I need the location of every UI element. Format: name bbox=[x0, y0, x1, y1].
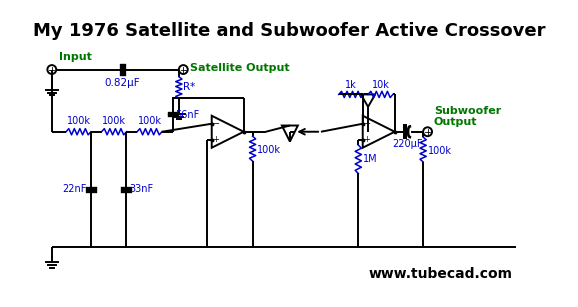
Text: 56nF: 56nF bbox=[175, 110, 199, 120]
Text: 33nF: 33nF bbox=[129, 185, 153, 194]
Text: www.tubecad.com: www.tubecad.com bbox=[369, 267, 513, 281]
Text: Subwoofer
Output: Subwoofer Output bbox=[434, 106, 501, 127]
Text: 10k: 10k bbox=[372, 80, 390, 90]
Text: 100k: 100k bbox=[138, 116, 161, 126]
Text: 100k: 100k bbox=[428, 146, 451, 156]
Text: 100k: 100k bbox=[257, 145, 281, 154]
Text: +: + bbox=[212, 135, 218, 144]
Text: Input: Input bbox=[59, 52, 92, 62]
Text: 1M: 1M bbox=[363, 154, 377, 164]
Text: 22nF: 22nF bbox=[62, 185, 87, 194]
Text: R*: R* bbox=[183, 82, 195, 92]
Text: 1k: 1k bbox=[345, 80, 357, 90]
Text: −: − bbox=[212, 119, 218, 128]
Text: 100k: 100k bbox=[66, 116, 91, 126]
Text: My 1976 Satellite and Subwoofer Active Crossover: My 1976 Satellite and Subwoofer Active C… bbox=[33, 22, 545, 40]
Text: 0.82μF: 0.82μF bbox=[104, 78, 140, 88]
Text: Satellite Output: Satellite Output bbox=[190, 63, 289, 73]
Text: −: − bbox=[363, 119, 370, 128]
Text: 220μF: 220μF bbox=[392, 139, 423, 149]
Text: +: + bbox=[363, 135, 370, 144]
Text: 100k: 100k bbox=[102, 116, 126, 126]
